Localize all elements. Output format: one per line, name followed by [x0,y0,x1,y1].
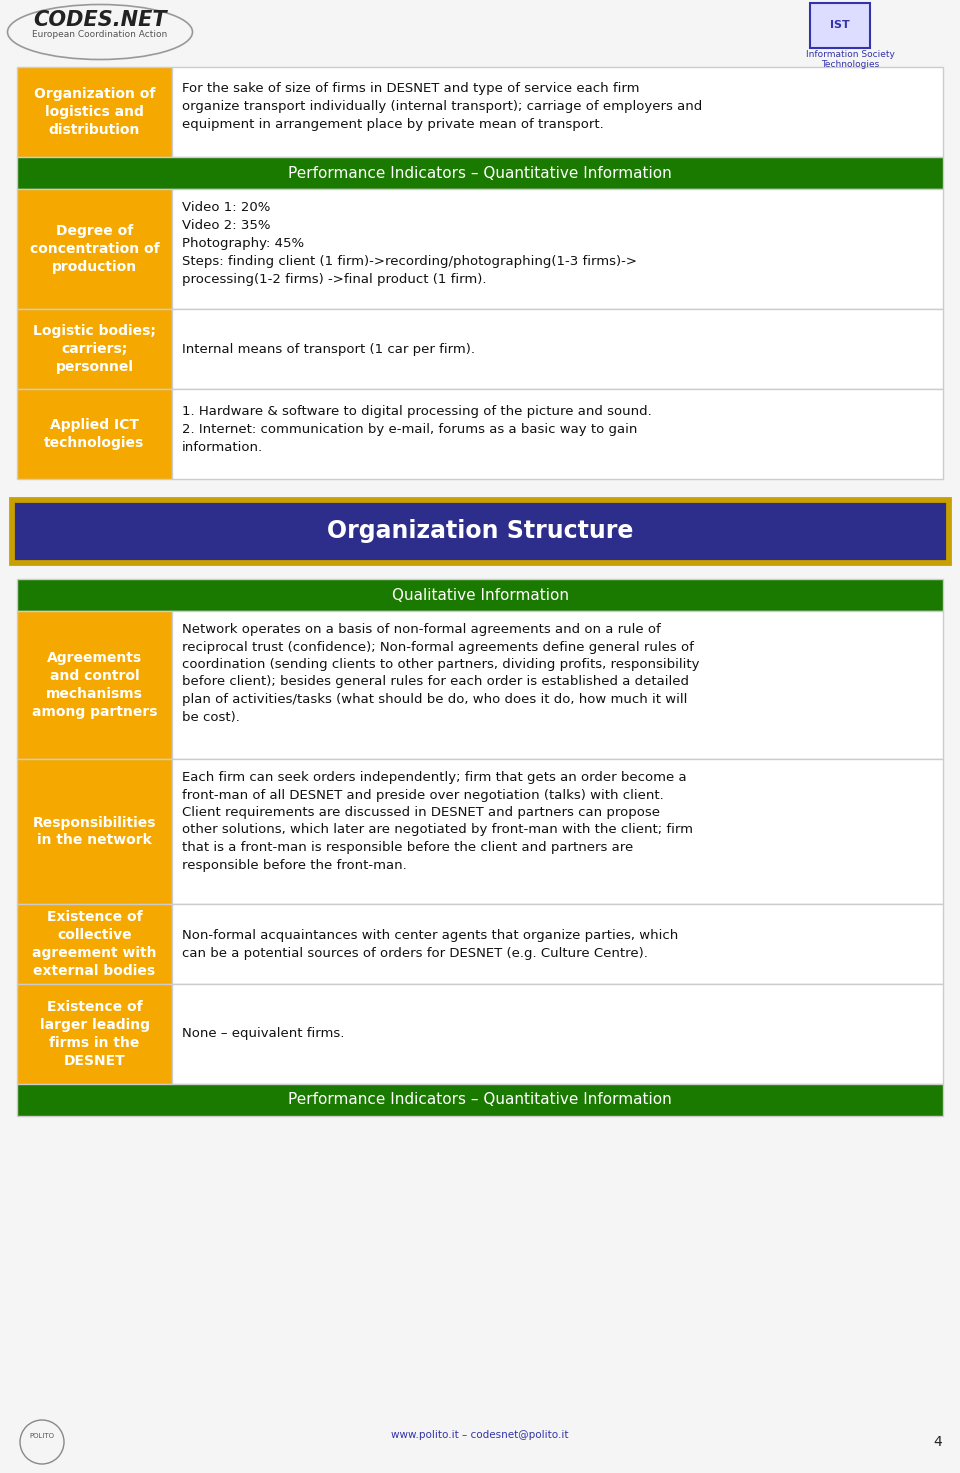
Text: None – equivalent firms.: None – equivalent firms. [182,1028,345,1040]
Text: Organization Structure: Organization Structure [326,518,634,544]
Bar [17,309,172,389]
Bar [17,904,172,984]
Bar [17,389,172,479]
Text: Degree of
concentration of
production: Degree of concentration of production [30,224,159,274]
Text: Information Society
Technologies: Information Society Technologies [805,50,895,69]
Bar [17,611,172,759]
Bar [17,158,943,189]
Text: www.polito.it – codesnet@polito.it: www.polito.it – codesnet@polito.it [392,1430,568,1441]
Bar [172,389,943,479]
Text: Applied ICT
technologies: Applied ICT technologies [44,418,145,449]
Bar [0,0,960,62]
Bar [17,579,943,611]
Bar [17,1084,943,1117]
Bar [10,498,950,564]
Text: Network operates on a basis of non-formal agreements and on a rule of
reciprocal: Network operates on a basis of non-forma… [182,623,700,723]
Text: 4: 4 [934,1435,943,1449]
Text: Existence of
collective
agreement with
external bodies: Existence of collective agreement with e… [33,910,156,978]
Bar [17,579,943,1117]
Bar [172,611,943,759]
Text: IST: IST [830,21,850,29]
Text: Logistic bodies;
carriers;
personnel: Logistic bodies; carriers; personnel [33,324,156,374]
Text: Agreements
and control
mechanisms
among partners: Agreements and control mechanisms among … [32,651,157,719]
Bar [17,66,172,158]
Bar [172,904,943,984]
Text: Responsibilities
in the network: Responsibilities in the network [33,816,156,847]
Bar [172,309,943,389]
Text: POLITO: POLITO [30,1433,55,1439]
Text: Existence of
larger leading
firms in the
DESNET: Existence of larger leading firms in the… [39,1000,150,1068]
Bar [17,984,172,1084]
Text: Non-formal acquaintances with center agents that organize parties, which
can be : Non-formal acquaintances with center age… [182,928,679,959]
Text: Performance Indicators – Quantitative Information: Performance Indicators – Quantitative In… [288,165,672,181]
Text: European Coordination Action: European Coordination Action [33,29,168,38]
Text: For the sake of size of firms in DESNET and type of service each firm
organize t: For the sake of size of firms in DESNET … [182,82,703,131]
Text: Each firm can seek orders independently; firm that gets an order become a
front-: Each firm can seek orders independently;… [182,770,693,872]
Bar [17,66,943,479]
Text: Qualitative Information: Qualitative Information [392,588,568,602]
Text: Video 1: 20%
Video 2: 35%
Photography: 45%
Steps: finding client (1 firm)->recor: Video 1: 20% Video 2: 35% Photography: 4… [182,200,637,286]
Bar [172,189,943,309]
Text: Performance Indicators – Quantitative Information: Performance Indicators – Quantitative In… [288,1093,672,1108]
Text: CODES.NET: CODES.NET [34,10,167,29]
Bar [810,3,870,49]
Bar [17,189,172,309]
Bar [13,501,947,561]
Text: 1. Hardware & software to digital processing of the picture and sound.
2. Intern: 1. Hardware & software to digital proces… [182,405,652,454]
Bar [172,66,943,158]
Bar [172,984,943,1084]
Text: Organization of
logistics and
distribution: Organization of logistics and distributi… [34,87,156,137]
Text: Internal means of transport (1 car per firm).: Internal means of transport (1 car per f… [182,343,475,355]
Bar [17,759,172,904]
Bar [172,759,943,904]
